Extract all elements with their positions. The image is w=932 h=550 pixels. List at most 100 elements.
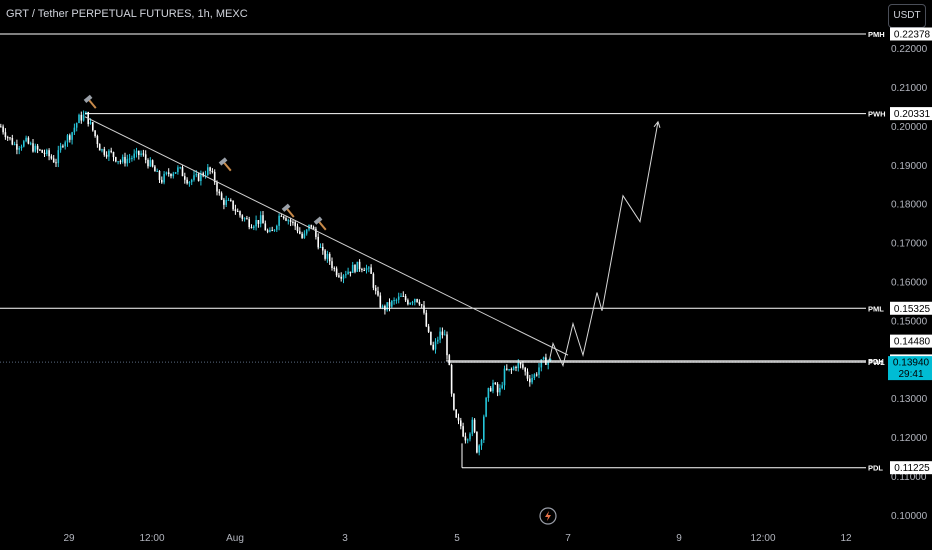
candle-body — [312, 226, 315, 229]
time-axis[interactable]: 29 12:00 Aug 3 5 7 9 12:00 12 — [63, 533, 852, 544]
candle-body — [131, 157, 133, 159]
candle-body — [151, 160, 154, 167]
candle-body — [98, 144, 101, 151]
y-tick-label: 0.18000 — [891, 200, 928, 211]
candle-body — [78, 114, 80, 124]
candle-body — [69, 135, 71, 140]
levels-layer — [0, 33, 866, 469]
candle-body — [328, 253, 331, 262]
level-price-pdl: 0.11225 — [894, 463, 930, 474]
candle-body — [195, 173, 198, 176]
candle-body — [358, 261, 361, 270]
candle-body — [420, 304, 423, 306]
candle-body — [393, 300, 395, 302]
candle-body — [370, 267, 372, 274]
projection-path[interactable] — [548, 121, 659, 368]
candle-body — [443, 334, 446, 336]
candle-body — [34, 145, 37, 152]
y-tick-label: 0.16000 — [891, 278, 928, 289]
candle-body — [271, 230, 273, 232]
candle-body — [119, 161, 122, 163]
candle-body — [94, 130, 96, 137]
candle-body — [156, 171, 158, 173]
candle-body — [315, 228, 317, 237]
candle-body — [278, 215, 280, 226]
candle-body — [397, 296, 400, 300]
candle-body — [112, 151, 115, 158]
candle-body — [27, 137, 30, 144]
candle-body — [259, 215, 262, 224]
level-price-badge — [890, 27, 932, 41]
candle-body — [322, 246, 324, 251]
candle-body — [319, 246, 322, 248]
candle-body — [225, 200, 227, 205]
candle-body — [234, 209, 237, 212]
candle-body — [115, 157, 117, 162]
candle-body — [105, 154, 108, 157]
candle-body — [448, 355, 451, 365]
extra-price-badge — [890, 334, 932, 348]
candle-body — [418, 302, 421, 305]
candle-body — [165, 172, 168, 174]
candle-body — [391, 300, 393, 307]
level-label-pwh: PWH — [868, 110, 886, 119]
candle-body — [522, 364, 524, 368]
projection-arrowhead — [653, 120, 661, 128]
candle-body — [338, 275, 340, 277]
candle-body — [457, 417, 460, 421]
candle-body — [388, 302, 391, 307]
candle-body — [188, 182, 191, 184]
candle-body — [46, 150, 48, 155]
level-label-pdh: PDH — [868, 357, 884, 366]
x-tick-label: 12:00 — [750, 533, 775, 544]
candle-body — [276, 225, 278, 230]
candle-body — [89, 122, 92, 125]
extra-price-label: 0.14480 — [894, 337, 931, 348]
candle-body — [190, 179, 193, 183]
price-axis[interactable]: 0.10000 0.11000 0.12000 0.13000 0.15000 0.160… — [891, 44, 928, 522]
candle-body — [529, 378, 531, 383]
candle-body — [414, 299, 416, 303]
candle-body — [303, 233, 306, 238]
hammer-handle — [285, 207, 295, 218]
candle-body — [50, 156, 53, 159]
candle-body — [18, 148, 20, 150]
candle-body — [59, 145, 62, 151]
candle-body — [158, 171, 161, 180]
candle-body — [296, 226, 299, 232]
candle-body — [473, 419, 476, 432]
markers-layer — [83, 94, 327, 231]
candle-body — [480, 439, 483, 446]
candle-body — [282, 216, 285, 219]
candle-body — [365, 268, 368, 271]
candle-body — [404, 296, 407, 301]
symbol-title: GRT / Tether PERPETUAL FUTURES, 1h, MEXC — [6, 8, 248, 20]
candle-body — [499, 388, 501, 393]
candle-body — [347, 271, 349, 275]
candle-body — [246, 218, 248, 220]
candle-body — [335, 268, 338, 276]
candle-body — [2, 126, 4, 133]
candle-body — [62, 145, 64, 147]
candle-body — [400, 295, 402, 297]
candle-body — [227, 199, 230, 201]
candle-body — [395, 299, 398, 301]
y-tick-label: 0.11000 — [891, 472, 927, 483]
candle-body — [197, 173, 200, 181]
candle-body — [524, 367, 526, 372]
y-tick-label: 0.20000 — [891, 122, 928, 133]
candle-body — [455, 409, 457, 418]
candle-body — [540, 359, 543, 368]
candle-body — [349, 271, 352, 273]
candle-body — [181, 167, 184, 177]
candle-body — [519, 362, 522, 365]
candle-body — [462, 426, 464, 437]
hammer-head — [281, 203, 291, 212]
candle-body — [446, 334, 448, 356]
candle-body — [6, 137, 9, 139]
hammer-handle — [222, 161, 232, 172]
candle-body — [317, 236, 319, 248]
trendline[interactable] — [84, 116, 569, 356]
lightning-icon[interactable] — [539, 507, 557, 525]
